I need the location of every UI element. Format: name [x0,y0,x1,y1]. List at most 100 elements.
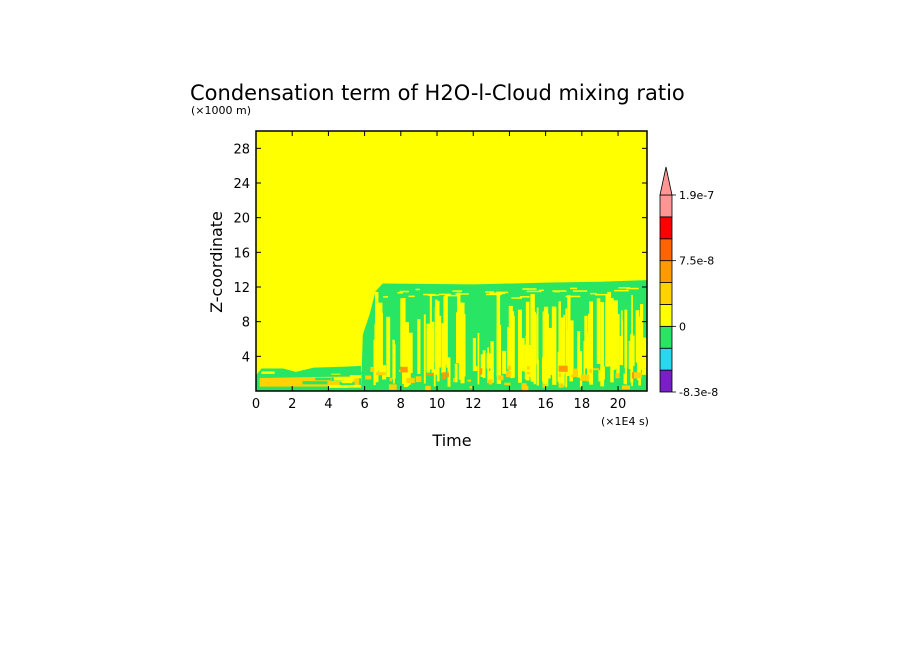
deep-cloud-core [580,374,590,381]
deep-cloud-core [542,383,546,388]
deep-cloud-top-band [526,290,542,293]
deep-cloud-streak [458,335,462,380]
y-tick-label: 4 [242,350,250,365]
deep-cloud-streak [426,323,431,373]
y-tick-label: 20 [233,212,250,227]
deep-cloud-streak [408,357,411,370]
colorbar-segment [659,325,673,349]
x-axis: 0 2 4 6 8 10 12 14 16 18 20 [252,131,626,412]
colorbar-segment [659,260,673,283]
deep-cloud-streak [545,326,548,384]
y-axis-label: Z-coordinate [207,211,226,313]
deep-cloud-core [558,365,568,372]
deep-cloud-streak [551,306,556,376]
deep-cloud-core [504,382,511,386]
deep-cloud-top-band [572,290,588,292]
deep-cloud-streak [527,347,531,372]
deep-cloud-streak [567,295,571,374]
deep-cloud-streak [525,335,529,378]
deep-cloud-top-band [618,287,630,289]
colorbar-segment [659,304,673,327]
y-tick-label: 12 [233,281,250,296]
x-unit-label: (×1E4 s) [601,415,649,428]
plot-frame [255,130,648,392]
deep-cloud-streak [558,325,561,363]
deep-cloud-streak [386,316,391,377]
deep-cloud-streak [393,344,396,379]
deep-cloud-streak [447,357,451,387]
deep-cloud-streak [496,291,501,377]
deep-cloud-streak [584,315,588,369]
deep-cloud-core [507,365,511,371]
deep-cloud-streak [472,338,476,372]
deep-cloud-streak [617,314,620,374]
low-cloud-streak [315,377,331,381]
x-tick-label: 16 [537,397,554,412]
low-cloud-streak [325,371,343,374]
deep-cloud-core [467,379,472,382]
deep-cloud-streak [502,350,507,374]
deep-cloud-top-band [408,295,415,298]
colorbar-segment [659,216,673,240]
deep-cloud-streak [408,332,413,374]
deep-cloud-streak [400,298,404,367]
deep-cloud-streak [487,347,490,380]
y-tick-label: 28 [233,142,250,157]
deep-cloud-top-band [486,293,502,296]
x-tick-label: 0 [252,397,260,412]
chart-title: Condensation term of H2O-l-Cloud mixing … [190,81,685,105]
y-tick-label: 24 [233,177,250,192]
deep-cloud-top-band [399,290,409,293]
deep-cloud-top-band [590,292,597,295]
deep-cloud-core [527,366,530,370]
x-tick-label: 8 [397,397,405,412]
deep-cloud-streak [616,363,618,375]
deep-cloud-streak [488,370,493,384]
deep-cloud-streak [375,291,379,383]
deep-cloud-streak [548,327,554,376]
deep-cloud-streak [402,297,406,385]
deep-cloud-streak [623,373,627,385]
deep-cloud-streak [378,302,383,371]
deep-cloud-top-band [428,294,439,297]
x-tick-label: 4 [324,397,332,412]
low-cloud-streak [348,371,364,375]
plot-area [255,130,648,392]
deep-cloud-core [388,384,397,390]
colorbar-extend-arrow [659,166,673,196]
deep-cloud-core [521,383,527,389]
deep-cloud-top-band [455,293,469,295]
deep-cloud-streak [441,323,446,374]
deep-cloud-top-band [614,289,629,292]
low-cloud-streak [339,382,355,386]
deep-cloud-core [469,386,473,389]
y-tick-label: 8 [242,316,250,331]
deep-cloud-streak [637,316,641,381]
colorbar-segment [659,282,673,305]
deep-cloud-core [389,377,393,382]
deep-cloud-core [376,372,386,376]
deep-cloud-streak [598,370,601,382]
deep-cloud-streak [417,319,421,374]
deep-cloud-core [365,375,372,380]
x-tick-label: 12 [465,397,482,412]
x-tick-label: 20 [610,397,627,412]
deep-cloud-streak [454,363,458,383]
deep-cloud-streak [402,353,405,371]
deep-cloud-streak [536,307,539,384]
deep-cloud-streak [612,302,616,370]
deep-cloud-streak [561,317,565,387]
deep-cloud-streak [436,301,440,382]
deep-cloud-streak [587,313,593,364]
deep-cloud-streak [600,302,605,387]
deep-cloud-streak [624,309,628,368]
x-tick-label: 14 [501,397,518,412]
deep-cloud-core [592,368,600,371]
deep-cloud-streak [455,312,460,364]
deep-cloud-core [633,372,642,379]
deep-cloud-streak [517,309,522,383]
deep-cloud-top-band [522,288,537,290]
deep-cloud-core [558,373,561,377]
colorbar-label: 1.9e-7 [679,189,714,202]
deep-cloud-core [442,372,446,380]
